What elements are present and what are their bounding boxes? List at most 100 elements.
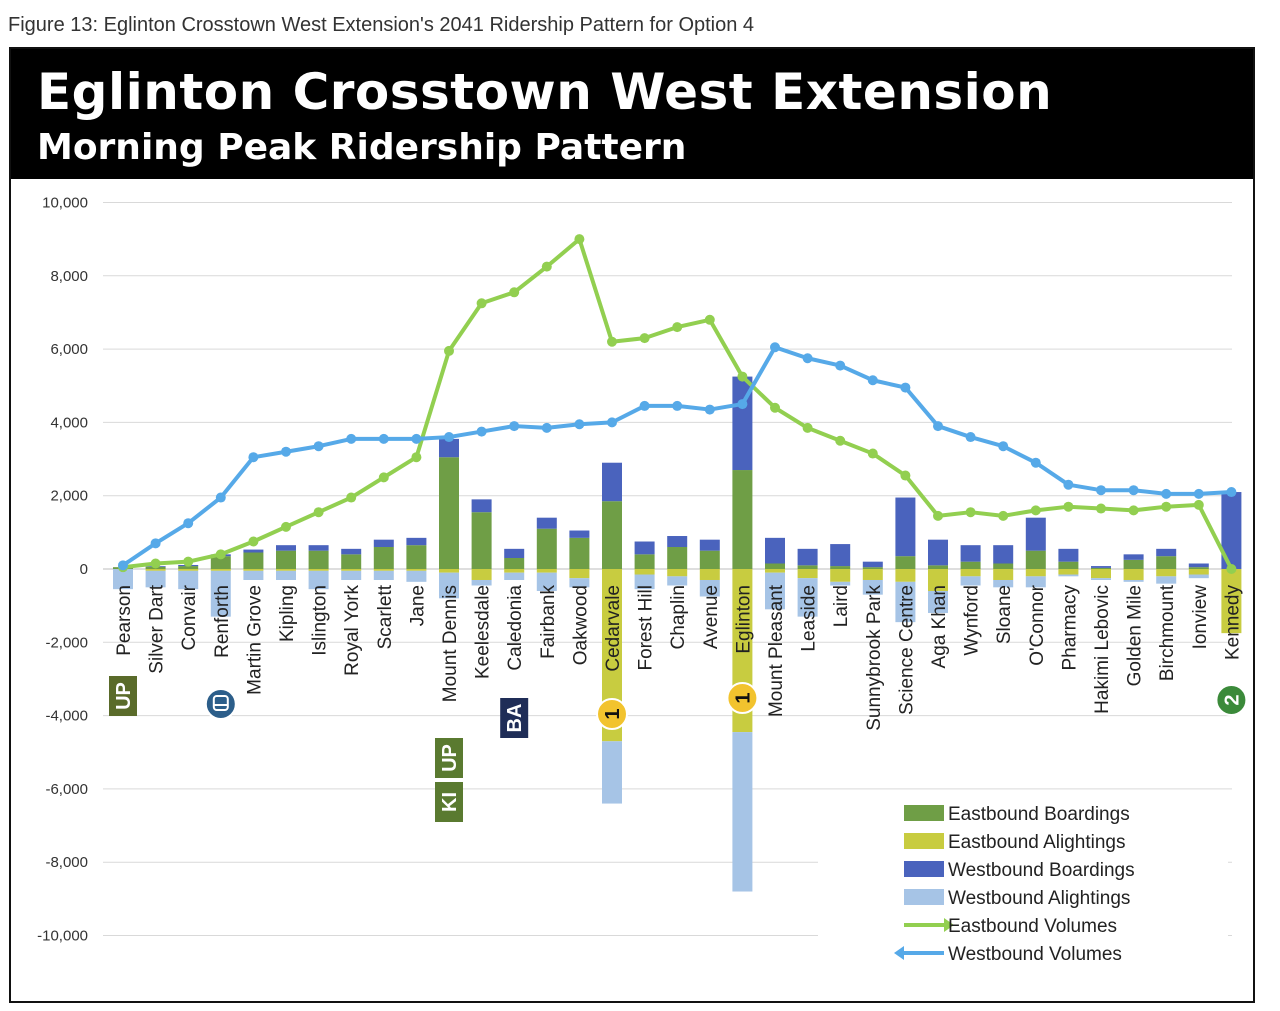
bar-eastbound-boardings <box>667 547 688 569</box>
bar-eastbound-alightings <box>569 569 590 579</box>
y-tick-label: -4,000 <box>45 708 88 725</box>
eastbound-volumes-point <box>444 345 454 356</box>
bar-eastbound-alightings <box>439 569 459 573</box>
bar-westbound-alightings <box>1188 574 1209 579</box>
legend-swatch <box>904 861 944 877</box>
bar-westbound-alightings <box>178 570 199 590</box>
bar-eastbound-alightings <box>504 569 525 573</box>
westbound-volumes-point <box>444 432 454 443</box>
bar-eastbound-alightings <box>373 569 394 571</box>
bar-eastbound-boardings <box>928 565 948 569</box>
bar-westbound-boardings <box>862 561 883 568</box>
bar-eastbound-alightings <box>210 569 231 571</box>
bar-westbound-alightings <box>928 590 948 613</box>
westbound-volumes-point <box>1030 457 1041 468</box>
eastbound-volumes-point <box>1161 501 1172 512</box>
bar-westbound-alightings <box>797 578 818 617</box>
station-label: Jane <box>407 585 428 626</box>
bar-westbound-boardings <box>1188 563 1209 568</box>
bar-westbound-alightings <box>569 578 590 588</box>
westbound-volumes-point <box>900 382 911 393</box>
westbound-volumes-point <box>1096 485 1106 496</box>
legend-swatch <box>904 889 944 905</box>
bar-eastbound-alightings <box>1058 569 1079 575</box>
eastbound-volumes-point <box>411 452 422 463</box>
westbound-volumes-point <box>574 419 585 430</box>
eastbound-volumes-point <box>378 472 389 483</box>
bar-eastbound-boardings <box>1156 556 1177 569</box>
eastbound-volumes-point <box>1096 503 1106 514</box>
bar-eastbound-boardings <box>993 563 1014 569</box>
station-label: Cedarvale <box>603 585 624 672</box>
eastbound-volumes-point <box>509 287 520 298</box>
bar-westbound-boardings <box>732 376 753 471</box>
bar-westbound-boardings <box>667 536 688 548</box>
station-label: Science Centre <box>896 585 917 715</box>
eastbound-volumes-point <box>346 492 357 503</box>
bar-westbound-boardings <box>797 548 818 566</box>
westbound-volumes-point <box>150 538 161 549</box>
bar-eastbound-boardings <box>699 550 720 569</box>
chart-subtitle: Morning Peak Ridership Pattern <box>37 127 687 168</box>
y-tick-label: 6,000 <box>50 341 88 358</box>
bar-eastbound-alightings <box>308 569 329 571</box>
station-label: Avenue <box>701 585 722 649</box>
bar-westbound-boardings <box>1058 548 1079 562</box>
bar-westbound-alightings <box>602 741 622 804</box>
transit-badge <box>500 698 529 738</box>
legend-label: Westbound Alightings <box>948 888 1130 909</box>
bar-westbound-alightings <box>1058 574 1079 577</box>
bar-eastbound-boardings <box>765 563 785 569</box>
bar-westbound-alightings <box>1091 578 1111 580</box>
transit-badge-label: 1 <box>732 692 754 703</box>
transit-badge <box>109 676 137 716</box>
transit-badge <box>435 738 463 778</box>
westbound-volumes-point <box>998 441 1009 452</box>
bar-eastbound-boardings <box>210 556 231 569</box>
bar-eastbound-boardings <box>536 528 557 569</box>
bar-westbound-alightings <box>667 576 688 586</box>
chart-banner: Eglinton Crosstown West Extension Mornin… <box>11 49 1253 179</box>
bar-eastbound-boardings <box>830 566 851 569</box>
eastbound-volumes-point <box>672 322 683 333</box>
station-label: Scarlett <box>375 584 396 649</box>
bar-westbound-boardings <box>699 539 720 551</box>
legend-label: Westbound Volumes <box>948 944 1122 965</box>
eastbound-volumes-point <box>639 333 650 344</box>
station-label: Wynford <box>962 585 983 656</box>
transit-badge-label: KI <box>439 792 461 812</box>
bar-eastbound-boardings <box>471 512 492 569</box>
eastbound-volumes-point <box>770 402 780 413</box>
bar-eastbound-boardings <box>178 566 199 569</box>
bar-westbound-boardings <box>830 544 851 567</box>
station-label: Laird <box>831 585 852 627</box>
legend-label: Eastbound Boardings <box>948 804 1130 825</box>
westbound-volumes-point <box>607 417 617 428</box>
bar-westbound-alightings <box>732 732 753 892</box>
bar-westbound-boardings <box>1091 566 1111 568</box>
westbound-volumes-point <box>509 421 520 432</box>
bar-westbound-alightings <box>308 570 329 590</box>
bar-westbound-alightings <box>341 570 362 580</box>
bar-eastbound-alightings <box>862 569 883 580</box>
legend-arrow-icon <box>894 946 904 960</box>
bar-eastbound-boardings <box>1091 567 1111 569</box>
legend-label: Eastbound Alightings <box>948 832 1125 853</box>
bar-eastbound-alightings <box>1091 569 1111 579</box>
bar-westbound-alightings <box>406 570 427 582</box>
bar-westbound-alightings <box>373 570 394 580</box>
eastbound-volumes-point <box>1063 501 1074 512</box>
bar-westbound-alightings <box>471 579 492 586</box>
bar-eastbound-alightings <box>830 569 851 582</box>
eastbound-volumes-point <box>248 536 259 547</box>
bar-eastbound-boardings <box>862 567 883 569</box>
bar-eastbound-boardings <box>895 556 916 569</box>
bar-eastbound-boardings <box>373 547 394 569</box>
westbound-volumes-point <box>313 441 324 452</box>
y-tick-label: -6,000 <box>45 781 88 798</box>
legend-swatch <box>904 805 944 821</box>
bar-westbound-alightings <box>699 579 720 597</box>
station-label: Pearson <box>114 585 135 656</box>
westbound-volumes-point <box>1161 488 1172 499</box>
bar-eastbound-boardings <box>960 561 981 569</box>
